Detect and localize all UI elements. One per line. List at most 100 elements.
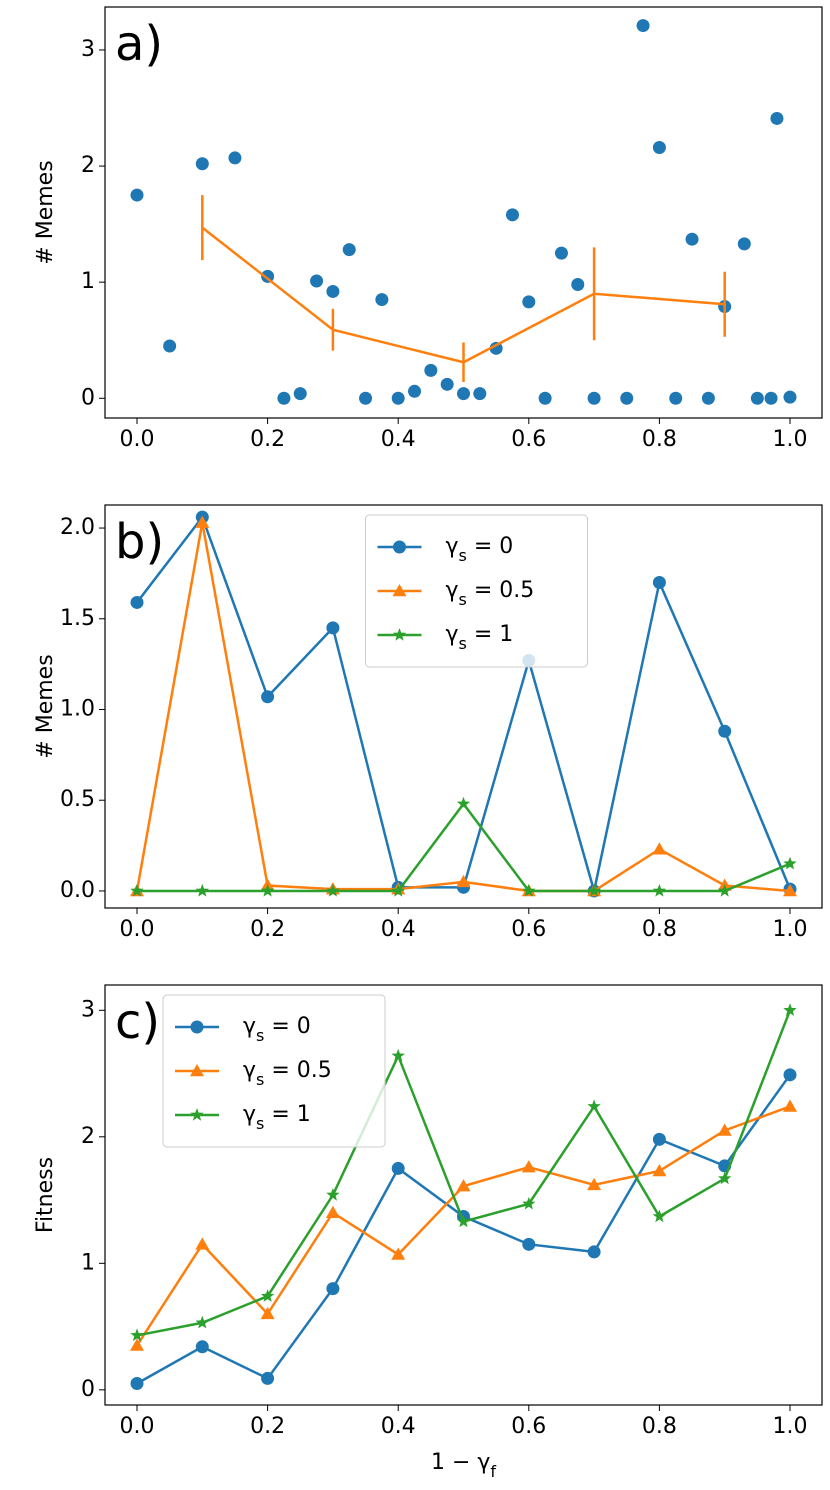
marker xyxy=(718,883,732,897)
legend-label: γs = 0.5 xyxy=(446,578,535,609)
marker xyxy=(701,391,715,405)
marker xyxy=(130,1376,144,1390)
marker xyxy=(342,243,356,257)
marker xyxy=(261,269,275,283)
marker xyxy=(489,341,503,355)
x-tick-label: 1.0 xyxy=(773,917,808,942)
marker xyxy=(783,1099,798,1112)
marker xyxy=(456,1214,471,1228)
y-axis-label: # Memes xyxy=(33,654,58,758)
legend-box xyxy=(162,994,386,1148)
y-axis-label: # Memes xyxy=(33,160,58,264)
marker xyxy=(783,883,798,897)
marker xyxy=(652,1209,667,1223)
marker xyxy=(521,1160,536,1173)
x-tick-label: 0.8 xyxy=(642,917,677,942)
y-tick-label: 2 xyxy=(81,1124,95,1149)
marker xyxy=(326,1188,340,1201)
marker xyxy=(652,883,667,897)
legend-label: γs = 0 xyxy=(243,1014,311,1045)
marker xyxy=(326,883,340,897)
line xyxy=(201,226,725,364)
y-tick-label: 1.5 xyxy=(60,606,95,631)
marker xyxy=(456,874,471,888)
legend-label: γs = 1 xyxy=(243,1102,311,1133)
x-tick-label: 1.0 xyxy=(773,1414,808,1439)
x-tick-label: 0.2 xyxy=(250,917,285,942)
marker xyxy=(195,1315,209,1329)
y-tick-label: 1.0 xyxy=(60,696,95,721)
marker xyxy=(783,856,797,870)
marker xyxy=(636,19,650,33)
legend-label: γs = 1 xyxy=(446,622,514,653)
marker xyxy=(538,391,552,405)
marker xyxy=(718,1171,732,1185)
x-tick-label: 0.2 xyxy=(250,1414,285,1439)
marker xyxy=(456,796,471,810)
y-tick-label: 0.5 xyxy=(60,787,95,812)
marker xyxy=(260,1289,275,1302)
marker xyxy=(457,387,470,401)
y-tick-label: 1 xyxy=(81,269,95,294)
marker xyxy=(261,1371,275,1385)
legend: γs = 0 γs = 0.5 γs = 1 xyxy=(365,514,588,668)
x-tick-label: 0.0 xyxy=(119,427,154,452)
legend-marker xyxy=(190,1020,204,1034)
marker xyxy=(195,515,210,528)
legend-marker xyxy=(190,1108,204,1121)
x-tick-label: 0.6 xyxy=(511,917,546,942)
marker xyxy=(522,1237,536,1251)
x-tick-label: 0.4 xyxy=(381,427,416,452)
marker xyxy=(195,883,209,897)
marker xyxy=(783,390,797,404)
marker xyxy=(408,384,422,398)
legend-marker xyxy=(190,1064,204,1077)
x-axis-label: 1 − γf xyxy=(431,1450,496,1481)
marker xyxy=(260,883,275,897)
y-tick-label: 2.0 xyxy=(60,515,95,540)
marker xyxy=(130,1328,144,1342)
marker xyxy=(587,883,601,897)
marker xyxy=(326,284,340,298)
marker xyxy=(277,391,291,405)
marker xyxy=(764,391,778,405)
legend-label: γs = 0 xyxy=(446,534,514,565)
marker xyxy=(391,391,405,405)
marker xyxy=(783,1003,797,1016)
marker xyxy=(163,339,177,353)
marker xyxy=(228,151,242,165)
y-tick-label: 2 xyxy=(81,153,95,178)
legend-box xyxy=(365,514,588,668)
x-tick-label: 0.6 xyxy=(511,1414,546,1439)
marker xyxy=(391,1161,405,1175)
marker xyxy=(260,1306,275,1320)
marker xyxy=(424,363,438,377)
x-tick-label: 1.0 xyxy=(773,427,808,452)
marker xyxy=(440,377,454,391)
marker xyxy=(652,140,666,154)
x-tick-label: 0.4 xyxy=(381,917,416,942)
marker xyxy=(326,1282,340,1296)
marker xyxy=(195,1237,210,1250)
x-tick-label: 0.0 xyxy=(119,917,154,942)
legend-marker xyxy=(392,584,407,597)
y-tick-label: 0.0 xyxy=(60,878,95,903)
plot-frame xyxy=(104,6,823,419)
marker xyxy=(130,188,144,202)
marker xyxy=(737,237,751,251)
marker xyxy=(522,295,536,309)
marker xyxy=(129,1338,144,1351)
marker xyxy=(130,883,144,897)
marker xyxy=(587,391,601,405)
marker xyxy=(783,1068,797,1082)
x-tick-label: 0.0 xyxy=(119,1414,154,1439)
marker xyxy=(456,1179,471,1192)
marker xyxy=(195,157,209,171)
marker xyxy=(195,1340,209,1354)
panel-label: a) xyxy=(115,16,163,72)
legend-marker xyxy=(393,540,406,554)
marker xyxy=(652,1163,667,1177)
marker xyxy=(325,1205,340,1218)
y-tick-label: 0 xyxy=(81,1377,95,1402)
